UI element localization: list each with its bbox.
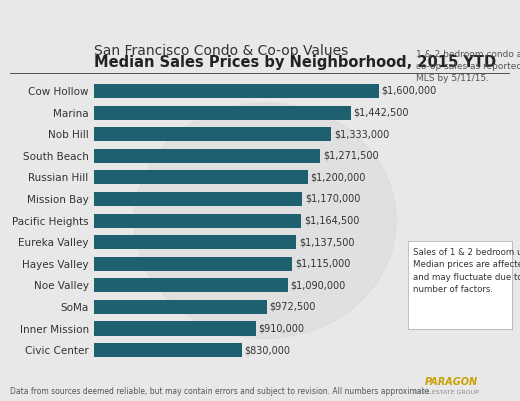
Bar — [94, 214, 301, 228]
Bar — [94, 192, 302, 206]
Text: $1,271,500: $1,271,500 — [323, 151, 379, 161]
Text: $910,000: $910,000 — [258, 324, 305, 334]
Text: San Francisco Condo & Co-op Values: San Francisco Condo & Co-op Values — [94, 44, 348, 58]
Text: $1,164,500: $1,164,500 — [304, 216, 359, 225]
Text: $1,200,000: $1,200,000 — [310, 172, 366, 182]
Text: $1,170,000: $1,170,000 — [305, 194, 360, 204]
Bar — [94, 105, 351, 119]
Bar — [94, 127, 331, 141]
Bar — [94, 278, 288, 292]
Text: $1,137,500: $1,137,500 — [299, 237, 355, 247]
Bar — [94, 300, 267, 314]
Text: $1,442,500: $1,442,500 — [354, 107, 409, 117]
Text: $830,000: $830,000 — [244, 345, 290, 355]
Text: $1,600,000: $1,600,000 — [382, 86, 437, 96]
Text: $1,333,000: $1,333,000 — [334, 129, 389, 139]
Text: Sales of 1 & 2 bedroom units.
Median prices are affected
and may fluctuate due t: Sales of 1 & 2 bedroom units. Median pri… — [413, 248, 520, 294]
Bar — [94, 235, 296, 249]
Bar — [94, 170, 307, 184]
Bar — [94, 257, 292, 271]
Text: Data from sources deemed reliable, but may contain errors and subject to revisio: Data from sources deemed reliable, but m… — [10, 387, 432, 396]
Bar — [94, 84, 379, 98]
Bar — [94, 322, 256, 336]
Bar — [94, 343, 242, 357]
Text: PARAGON: PARAGON — [425, 377, 478, 387]
Text: $1,090,000: $1,090,000 — [291, 280, 346, 290]
Text: 1 & 2 bedroom condo and
co-op sales as reported to
MLS by 5/11/15.: 1 & 2 bedroom condo and co-op sales as r… — [416, 50, 520, 83]
Text: $1,115,000: $1,115,000 — [295, 259, 350, 269]
Text: Median Sales Prices by Neighborhood, 2015 YTD: Median Sales Prices by Neighborhood, 201… — [94, 55, 496, 70]
Text: REAL ESTATE GROUP: REAL ESTATE GROUP — [413, 390, 478, 395]
Bar — [94, 149, 320, 163]
Circle shape — [134, 103, 396, 338]
Text: $972,500: $972,500 — [270, 302, 316, 312]
